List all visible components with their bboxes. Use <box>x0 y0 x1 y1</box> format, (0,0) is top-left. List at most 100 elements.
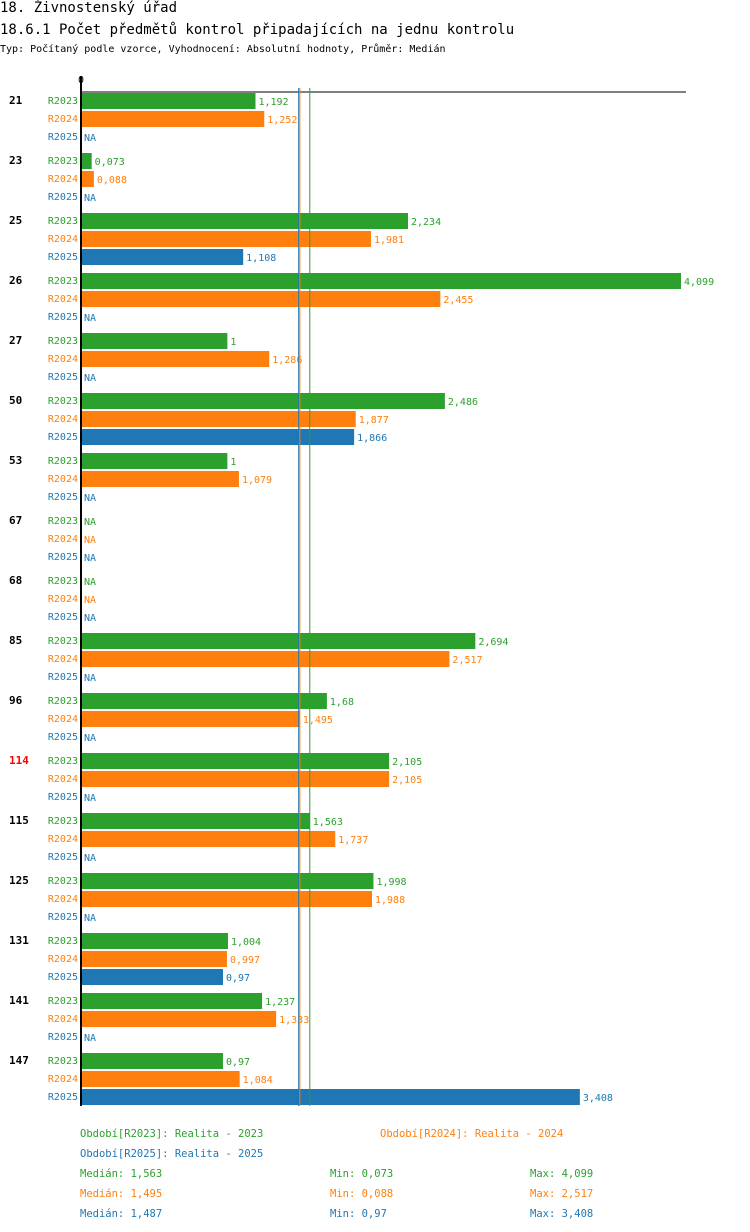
series-label: R2024 <box>48 174 78 185</box>
data-label: 1,563 <box>313 817 343 828</box>
series-label: R2024 <box>48 774 78 785</box>
series-label: R2024 <box>48 234 78 245</box>
bar <box>81 969 223 985</box>
data-label: 2,455 <box>443 295 473 306</box>
series-label: R2023 <box>48 576 78 587</box>
series-label: R2024 <box>48 1074 78 1085</box>
bar-chart: 021R20231,192R20241,252R2025NA23R20230,0… <box>9 75 714 1106</box>
category-label: 23 <box>9 154 22 167</box>
data-label: 1,998 <box>376 877 406 888</box>
series-label: R2025 <box>48 432 78 443</box>
series-label: R2023 <box>48 156 78 167</box>
category-label: 67 <box>9 514 22 527</box>
data-label: NA <box>84 613 96 624</box>
data-label: 0,073 <box>95 157 125 168</box>
stat-median-r2024: Medián: 1,495 <box>80 1188 163 1200</box>
bar <box>81 933 228 949</box>
data-label: NA <box>84 535 96 546</box>
series-label: R2024 <box>48 354 78 365</box>
data-label: 1,286 <box>272 355 302 366</box>
data-label: 3,408 <box>583 1093 613 1104</box>
category-label: 26 <box>9 274 23 287</box>
series-label: R2023 <box>48 516 78 527</box>
stat-max-r2025: Max: 3,408 <box>530 1208 594 1220</box>
bar <box>81 291 441 307</box>
data-label: NA <box>84 793 96 804</box>
series-label: R2024 <box>48 594 78 605</box>
series-label: R2024 <box>48 714 78 725</box>
series-label: R2023 <box>48 1056 78 1067</box>
bar <box>81 273 681 289</box>
bar <box>81 471 239 487</box>
bar <box>81 249 244 265</box>
series-label: R2023 <box>48 756 78 767</box>
bar <box>81 171 94 187</box>
bar <box>81 1053 223 1069</box>
bar <box>81 1071 240 1087</box>
data-label: NA <box>84 373 96 384</box>
bar <box>81 453 228 469</box>
bar <box>81 411 356 427</box>
data-label: 1,495 <box>303 715 333 726</box>
stat-median-r2023: Medián: 1,563 <box>80 1168 163 1180</box>
bar <box>81 831 336 847</box>
bar <box>81 633 476 649</box>
chart-title: 18.6.1 Počet předmětů kontrol připadajíc… <box>0 22 515 38</box>
data-label: 1,333 <box>279 1015 309 1026</box>
data-label: 2,105 <box>392 775 422 786</box>
category-label: 68 <box>9 574 22 587</box>
bar <box>81 711 300 727</box>
bar <box>81 771 390 787</box>
series-label: R2024 <box>48 414 78 425</box>
data-label: 2,105 <box>392 757 422 768</box>
category-label: 27 <box>9 334 22 347</box>
legend-r2023: Období[R2023]: Realita - 2023 <box>80 1128 264 1140</box>
series-label: R2023 <box>48 336 78 347</box>
category-label: 131 <box>9 934 29 947</box>
data-label: 1,084 <box>243 1075 273 1086</box>
data-label: NA <box>84 733 96 744</box>
bar <box>81 429 355 445</box>
data-label: NA <box>84 517 96 528</box>
bar <box>81 1089 580 1105</box>
category-label: 115 <box>9 814 29 827</box>
data-label: 2,234 <box>411 217 441 228</box>
series-label: R2025 <box>48 552 78 563</box>
data-label: 1,866 <box>357 433 387 444</box>
bar <box>81 393 445 409</box>
category-label: 96 <box>9 694 23 707</box>
stat-min-r2025: Min: 0,97 <box>330 1208 387 1220</box>
series-label: R2024 <box>48 654 78 665</box>
series-label: R2025 <box>48 132 78 143</box>
series-label: R2025 <box>48 672 78 683</box>
series-label: R2023 <box>48 456 78 467</box>
data-label: NA <box>84 553 96 564</box>
series-label: R2023 <box>48 396 78 407</box>
bar <box>81 993 263 1009</box>
category-label: 147 <box>9 1054 29 1067</box>
bar <box>81 693 327 709</box>
bar <box>81 111 265 127</box>
data-label: NA <box>84 913 96 924</box>
data-label: 1,877 <box>359 415 389 426</box>
data-label: 1,737 <box>338 835 368 846</box>
bar <box>81 891 372 907</box>
series-label: R2024 <box>48 114 78 125</box>
category-label: 125 <box>9 874 29 887</box>
data-label: 2,694 <box>478 637 508 648</box>
bar <box>81 213 409 229</box>
data-label: NA <box>84 193 96 204</box>
bar <box>81 351 270 367</box>
series-label: R2025 <box>48 372 78 383</box>
series-label: R2025 <box>48 852 78 863</box>
data-label: 1,192 <box>258 97 288 108</box>
bar <box>81 873 374 889</box>
category-label: 114 <box>9 754 29 767</box>
stat-max-r2023: Max: 4,099 <box>530 1168 594 1180</box>
data-label: NA <box>84 577 96 588</box>
series-label: R2023 <box>48 216 78 227</box>
series-label: R2025 <box>48 312 78 323</box>
series-label: R2025 <box>48 612 78 623</box>
data-label: 1 <box>230 457 236 468</box>
page-title: 18. Živnostenský úřad <box>0 0 178 16</box>
